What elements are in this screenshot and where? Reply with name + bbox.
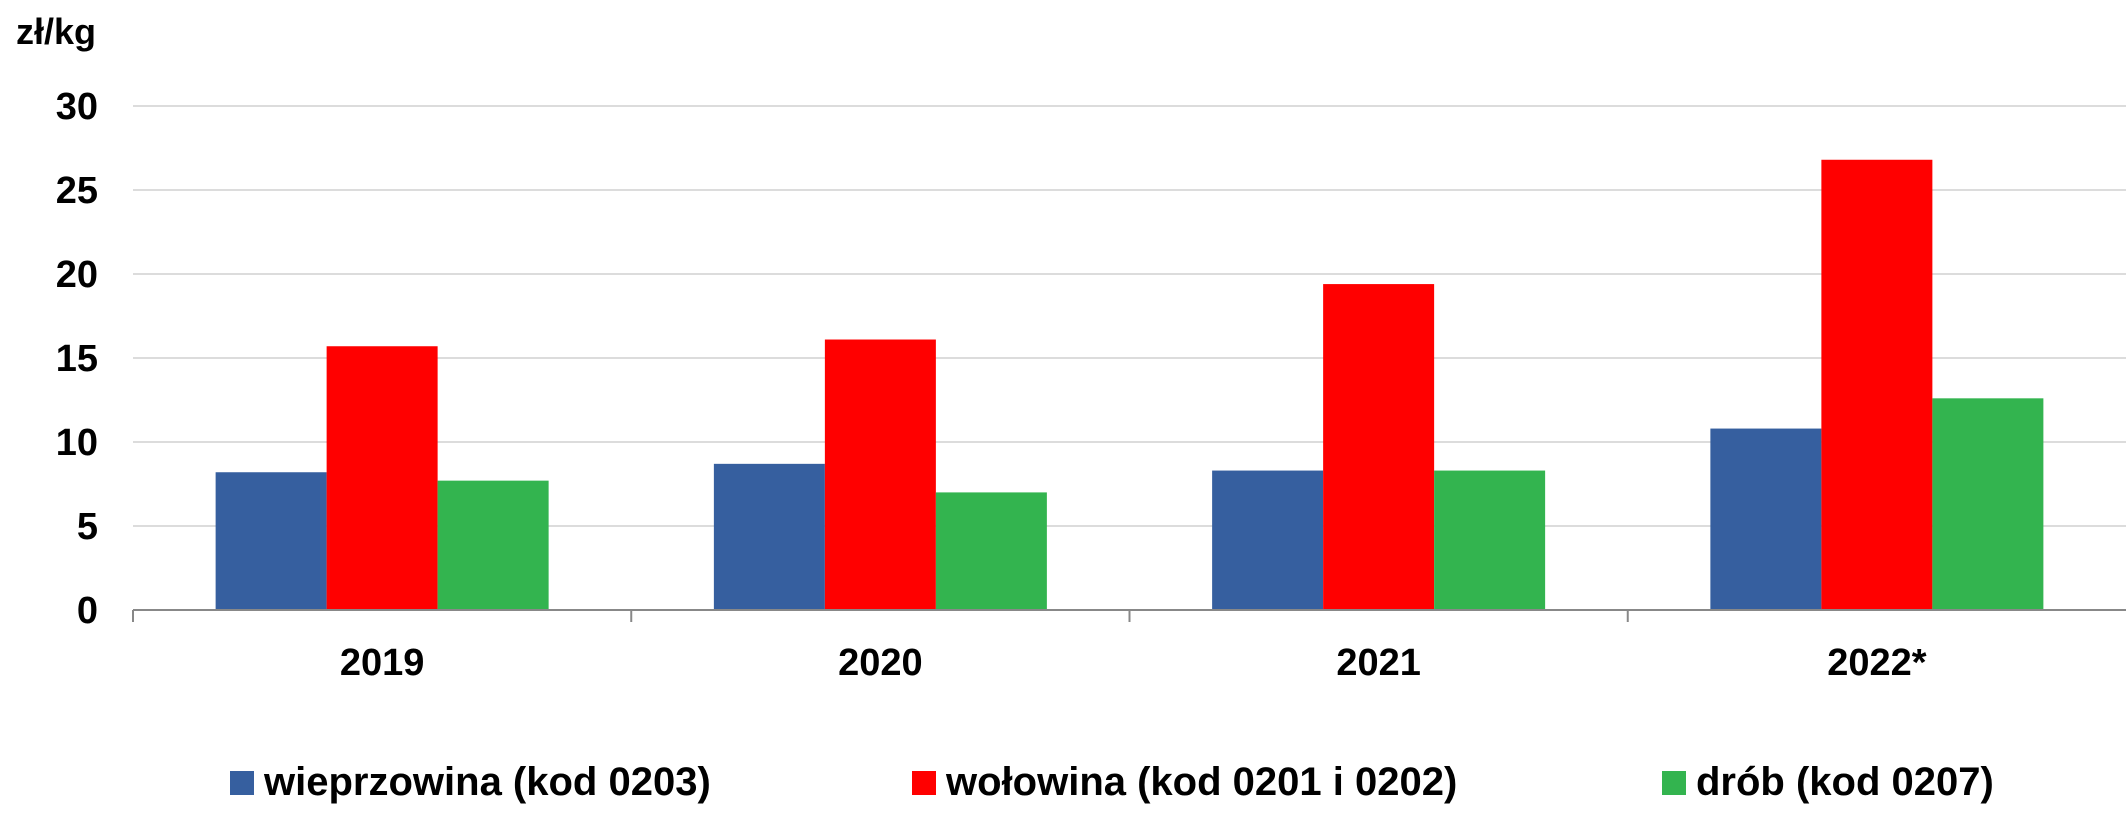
bar-chart: zł/kg 0 5 10 15 20 25 30 2019 2020 2021 2022* — [16, 11, 2126, 684]
legend-item-beef: wołowina (kod 0201 i 0202) — [912, 760, 1457, 805]
x-tick-label: 2019 — [340, 642, 425, 684]
x-tick-label: 2020 — [838, 642, 923, 684]
x-tick-label: 2021 — [1336, 642, 1421, 684]
bar-pork-2019 — [215, 472, 327, 610]
legend-label-poultry: drób (kod 0207) — [1696, 760, 1994, 804]
y-tick-label: 20 — [56, 254, 98, 296]
y-tick-label: 15 — [56, 338, 98, 380]
legend-swatch-beef — [912, 770, 936, 795]
y-tick-label: 5 — [77, 506, 98, 548]
legend-swatch-pork — [230, 770, 254, 795]
bar-poultry-2021 — [1434, 470, 1546, 610]
y-tick-label: 0 — [77, 590, 98, 632]
bar-pork-2022 — [1710, 428, 1822, 610]
bar-poultry-2019 — [437, 480, 549, 610]
bar-beef-2021 — [1323, 284, 1435, 610]
legend-item-poultry: drób (kod 0207) — [1662, 760, 1994, 805]
bar-beef-2020 — [824, 339, 936, 610]
bar-poultry-2020 — [935, 492, 1047, 610]
y-tick-label: 10 — [56, 422, 98, 464]
legend: wieprzowina (kod 0203) wołowina (kod 020… — [0, 760, 2126, 816]
legend-label-pork: wieprzowina (kod 0203) — [264, 760, 711, 804]
y-tick-label: 30 — [56, 86, 98, 128]
x-tick-label: 2022* — [1827, 642, 1927, 684]
bar-pork-2021 — [1212, 470, 1324, 610]
y-tick-label: 25 — [56, 170, 98, 212]
legend-label-beef: wołowina (kod 0201 i 0202) — [946, 760, 1458, 804]
bar-pork-2020 — [713, 463, 825, 610]
bar-poultry-2022 — [1932, 398, 2044, 610]
bar-beef-2019 — [326, 346, 438, 610]
bar-beef-2022 — [1821, 159, 1933, 610]
legend-item-pork: wieprzowina (kod 0203) — [230, 760, 711, 805]
legend-swatch-poultry — [1662, 770, 1686, 795]
y-axis-unit-label: zł/kg — [16, 11, 96, 52]
